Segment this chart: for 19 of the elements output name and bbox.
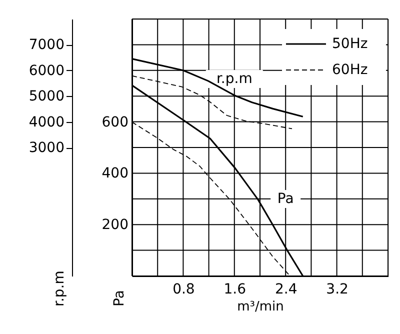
y2-axis-title: r.p.m (52, 270, 68, 306)
y-tick-label: 600 (102, 114, 128, 130)
y-tick-label: 400 (102, 166, 128, 182)
x-axis-title: m³/min (237, 300, 284, 314)
y2-tick-label: 7000 (28, 37, 64, 54)
y2-tick-label: 5000 (28, 88, 64, 105)
legend-label: 50Hz (332, 36, 368, 52)
legend-label: 60Hz (332, 62, 368, 78)
y2-tick-label: 4000 (28, 114, 64, 130)
annotation: r.p.m (216, 71, 252, 87)
annotation: Pa (277, 191, 294, 207)
x-tick-label: 3.2 (326, 282, 348, 298)
y2-tick-label: 6000 (28, 62, 64, 79)
y-axis-title: Pa (112, 290, 128, 306)
x-tick-label: 2.4 (274, 282, 298, 298)
x-tick-label: 0.8 (172, 282, 195, 298)
y2-tick-label: 3000 (28, 140, 64, 156)
x-tick-label: 1.6 (224, 282, 246, 298)
y-tick-label: 200 (102, 217, 128, 234)
